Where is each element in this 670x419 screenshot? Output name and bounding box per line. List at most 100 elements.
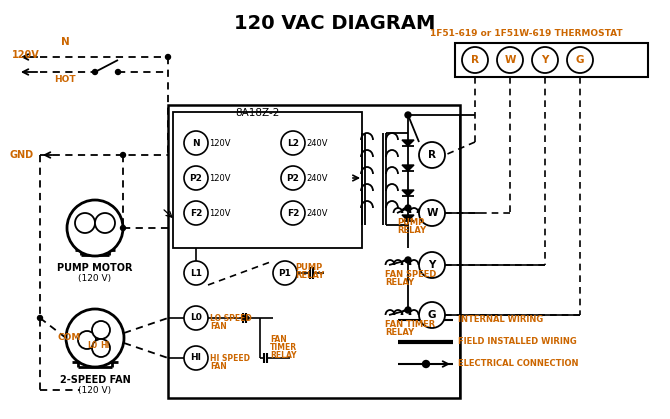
Circle shape — [38, 316, 42, 321]
Polygon shape — [402, 165, 414, 171]
Circle shape — [281, 131, 305, 155]
Text: LO SPEED: LO SPEED — [210, 314, 252, 323]
Circle shape — [419, 252, 445, 278]
Circle shape — [184, 166, 208, 190]
Text: 120V: 120V — [12, 50, 40, 60]
Circle shape — [184, 261, 208, 285]
Circle shape — [184, 346, 208, 370]
Text: HOT: HOT — [54, 75, 76, 84]
Text: (120 V): (120 V) — [78, 274, 112, 283]
Text: 240V: 240V — [306, 173, 328, 183]
Text: FAN TIMER: FAN TIMER — [385, 320, 436, 329]
Text: HI: HI — [100, 341, 110, 351]
Text: Y: Y — [541, 55, 549, 65]
Text: L1: L1 — [190, 269, 202, 277]
Text: FAN: FAN — [270, 335, 287, 344]
Text: ELECTRICAL CONNECTION: ELECTRICAL CONNECTION — [458, 360, 578, 368]
Bar — [455, 43, 648, 77]
Text: 120V: 120V — [209, 209, 230, 217]
Text: RELAY: RELAY — [270, 351, 297, 360]
Text: L2: L2 — [287, 139, 299, 147]
Text: R: R — [428, 150, 436, 160]
Circle shape — [78, 331, 96, 349]
Text: TIMER: TIMER — [270, 343, 297, 352]
Text: L0: L0 — [190, 313, 202, 323]
Circle shape — [273, 261, 297, 285]
Text: G: G — [576, 55, 584, 65]
Text: N: N — [60, 37, 70, 47]
Circle shape — [567, 47, 593, 73]
Circle shape — [92, 339, 110, 357]
Text: 1F51-619 or 1F51W-619 THERMOSTAT: 1F51-619 or 1F51W-619 THERMOSTAT — [430, 28, 622, 37]
Text: PUMP MOTOR: PUMP MOTOR — [57, 263, 133, 273]
Text: 120 VAC DIAGRAM: 120 VAC DIAGRAM — [234, 14, 436, 33]
Circle shape — [281, 166, 305, 190]
Text: 240V: 240V — [306, 139, 328, 147]
Text: W: W — [505, 55, 516, 65]
Text: INTERNAL WIRING: INTERNAL WIRING — [458, 316, 543, 324]
Text: RELAY: RELAY — [385, 328, 414, 337]
Text: P2: P2 — [287, 173, 299, 183]
Circle shape — [75, 213, 95, 233]
Bar — [173, 112, 362, 248]
Text: 120V: 120V — [209, 173, 230, 183]
Bar — [168, 105, 460, 398]
Text: PUMP: PUMP — [397, 218, 424, 227]
Circle shape — [419, 142, 445, 168]
Circle shape — [405, 257, 411, 263]
Circle shape — [67, 200, 123, 256]
Circle shape — [462, 47, 488, 73]
Circle shape — [405, 112, 411, 118]
Polygon shape — [402, 215, 414, 221]
Text: HI SPEED: HI SPEED — [210, 354, 250, 363]
Text: F2: F2 — [190, 209, 202, 217]
Text: 120V: 120V — [209, 139, 230, 147]
Text: N: N — [192, 139, 200, 147]
Circle shape — [184, 201, 208, 225]
Text: FAN SPEED: FAN SPEED — [385, 270, 436, 279]
Text: 2-SPEED FAN: 2-SPEED FAN — [60, 375, 131, 385]
Circle shape — [121, 153, 125, 158]
Text: PUMP: PUMP — [295, 263, 322, 272]
Circle shape — [497, 47, 523, 73]
Text: W: W — [426, 208, 438, 218]
Circle shape — [423, 360, 429, 367]
Circle shape — [92, 70, 98, 75]
Text: F2: F2 — [287, 209, 299, 217]
Text: Y: Y — [428, 260, 436, 270]
Text: COM: COM — [57, 334, 80, 342]
Circle shape — [184, 131, 208, 155]
Circle shape — [405, 205, 411, 211]
Circle shape — [243, 316, 249, 321]
Circle shape — [165, 54, 170, 59]
Circle shape — [121, 225, 125, 230]
Text: G: G — [427, 310, 436, 320]
Text: FIELD INSTALLED WIRING: FIELD INSTALLED WIRING — [458, 337, 577, 347]
Circle shape — [532, 47, 558, 73]
Text: P1: P1 — [279, 269, 291, 277]
Text: FAN: FAN — [210, 362, 226, 371]
Text: FAN: FAN — [210, 322, 226, 331]
Text: (120 V): (120 V) — [78, 386, 112, 395]
Polygon shape — [402, 140, 414, 146]
Circle shape — [184, 306, 208, 330]
Circle shape — [66, 309, 124, 367]
Text: HI: HI — [190, 354, 202, 362]
Text: GND: GND — [10, 150, 34, 160]
Text: R: R — [471, 55, 479, 65]
Text: L0: L0 — [87, 341, 97, 351]
Circle shape — [92, 321, 110, 339]
Polygon shape — [402, 190, 414, 196]
Circle shape — [281, 201, 305, 225]
Text: RELAY: RELAY — [385, 278, 414, 287]
Circle shape — [405, 307, 411, 313]
Circle shape — [95, 213, 115, 233]
Text: RELAY: RELAY — [295, 271, 324, 280]
Text: RELAY: RELAY — [397, 226, 426, 235]
Circle shape — [419, 200, 445, 226]
Circle shape — [115, 70, 121, 75]
Circle shape — [419, 302, 445, 328]
Text: P2: P2 — [190, 173, 202, 183]
Text: 240V: 240V — [306, 209, 328, 217]
Text: 8A18Z-2: 8A18Z-2 — [235, 108, 279, 118]
